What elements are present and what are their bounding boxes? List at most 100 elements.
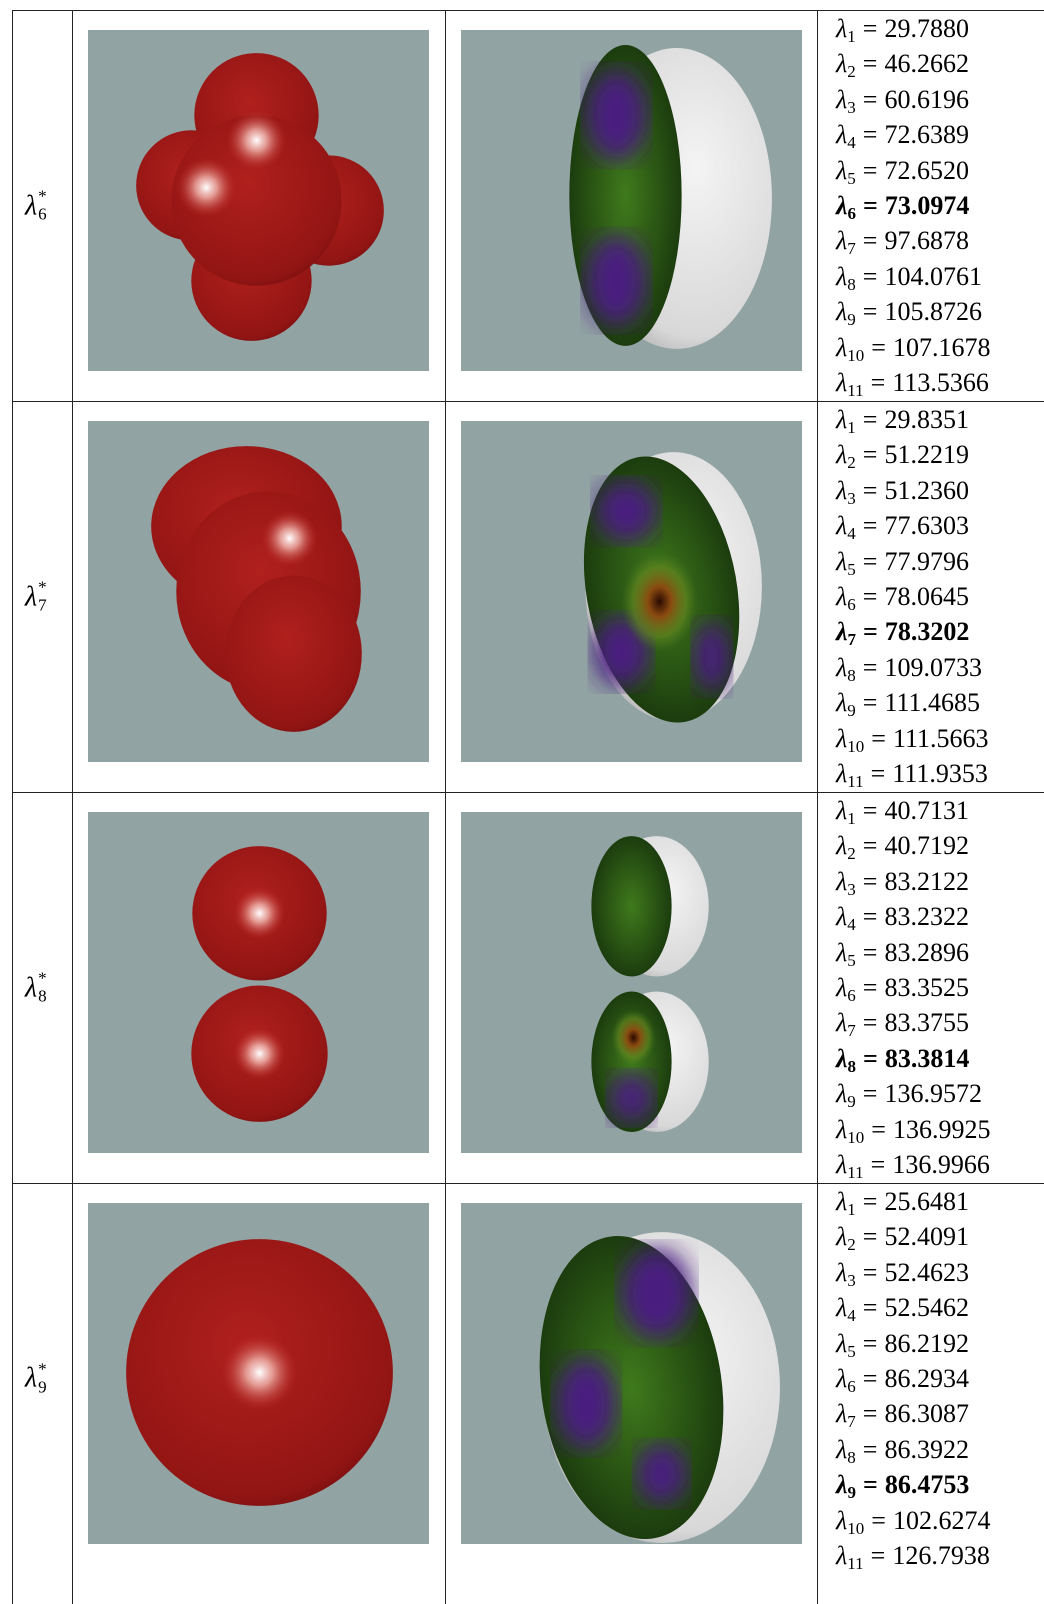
symbol: λ [836,332,848,362]
symbol: λ [836,1470,848,1500]
eigenvalue-line: λ7 = 83.3755 [836,1005,990,1040]
eigen-index: 4 [847,915,856,935]
eigen-index: 2 [847,453,856,473]
relation: = [862,14,878,43]
eigenvalue-line: λ3 = 51.2360 [836,473,989,508]
symbol: λ [25,581,38,613]
eigenvalue: 25.6481 [884,1187,969,1216]
eigen-index: 11 [847,380,864,400]
relation: = [871,723,886,753]
symbol: λ [836,1505,848,1535]
symbol: λ [836,49,848,79]
eigenvalue-line: λ2 = 52.4091 [836,1219,990,1254]
cut-image [461,1203,802,1544]
relation: = [862,1328,878,1358]
eigenvalue: 113.5366 [892,367,989,397]
symbol: λ [836,546,848,576]
eigenvalue: 109.0733 [884,652,982,682]
relation: = [862,546,878,576]
relation: = [870,758,886,788]
eigenvalue-line: λ6 = 86.2934 [836,1361,990,1396]
eigenvalue: 29.7880 [884,14,969,43]
eigenvalue: 102.6274 [892,1505,991,1535]
eigen-index: 10 [847,736,865,756]
eigenvalue: 83.2896 [884,937,969,967]
eigen-index: 6 [847,1376,856,1396]
eigen-index: 10 [847,1518,865,1538]
symbol: λ [836,1008,848,1038]
shape-image [88,30,429,371]
eigenvalue-line: λ5 = 77.9796 [836,544,989,579]
relation: = [862,511,878,541]
eigenvalue: 78.0645 [884,581,969,611]
relation: = [862,581,878,611]
eigenvalue: 83.3814 [884,1043,970,1073]
label-index: 6 [38,204,47,224]
eigen-index: 7 [847,1021,856,1041]
eigen-index: 8 [847,1056,857,1076]
relation: = [862,688,878,718]
eigenvalue: 86.2934 [884,1363,969,1393]
symbol: λ [836,1399,848,1429]
symbol: λ [836,581,848,611]
eigen-index: 10 [847,1127,865,1147]
eigen-index: 3 [847,879,856,899]
eigenvalue-line: λ11 = 126.7938 [836,1538,990,1573]
eigenvalue: 111.9353 [892,758,988,788]
symbol: λ [836,688,848,718]
relation: = [862,1399,878,1429]
eigenvalue-line: λ9 = 105.8726 [836,294,990,329]
eigen-list: λ1 = 29.7880 λ2 = 46.2662 λ3 = 60.6196 λ4 = 72.6389… [836,11,990,400]
row-label: λ * 9 [25,1359,51,1396]
eigenvalue-line: λ6 = 78.0645 [836,579,989,614]
eigenvalue-line: λ2 = 46.2662 [836,46,990,81]
eigenvalue-line: λ8 = 109.0733 [836,650,989,685]
relation: = [862,972,878,1002]
eigen-index: 1 [847,418,856,437]
symbol: λ [836,440,848,470]
eigenvalue: 97.6878 [884,226,969,256]
relation: = [862,652,878,682]
cut-image [461,421,802,762]
symbol: λ [25,190,38,222]
symbol: λ [836,831,848,861]
symbol: λ [836,1540,848,1570]
symbol: λ [836,1293,848,1323]
eigen-list: λ1 = 25.6481 λ2 = 52.4091 λ3 = 52.4623 λ4 = 52.5462… [836,1184,990,1573]
table-row: λ * 7 λ1 = 29.8351 λ2 = 51.2219 λ3 = 51.2360 λ4 = 77.… [12,401,1044,793]
label-index: 8 [38,986,47,1006]
symbol: λ [836,1434,848,1464]
eigen-cell: λ1 = 25.6481 λ2 = 52.4091 λ3 = 52.4623 λ4 = 52.5462… [817,1184,1044,1604]
relation: = [862,1222,878,1252]
cut-image [461,30,802,371]
image-cell [445,402,818,793]
symbol: λ [836,511,848,541]
relation: = [862,405,878,434]
eigenvalue: 40.7192 [884,831,969,861]
relation: = [863,1470,878,1500]
symbol: λ [836,937,848,967]
eigenvalue-line: λ5 = 83.2896 [836,935,990,970]
eigen-index: 5 [847,950,856,970]
eigen-index: 3 [847,1270,856,1290]
eigenvalue: 86.3922 [884,1434,969,1464]
eigenvalue: 72.6520 [884,155,969,185]
eigenvalue-line: λ8 = 104.0761 [836,259,990,294]
symbol: λ [836,1149,848,1179]
relation: = [862,226,878,256]
eigenvalue: 136.9966 [892,1149,990,1179]
eigen-index: 9 [847,1092,856,1112]
symbol: λ [836,617,848,647]
image-cell [445,793,818,1184]
eigenvalue-line: λ10 = 111.5663 [836,721,989,756]
eigenvalue: 83.3525 [884,972,969,1002]
image-cell [72,793,446,1184]
image-cell [72,1184,446,1604]
relation: = [862,831,878,861]
symbol: λ [836,902,848,932]
eigenvalue: 52.4091 [884,1222,969,1252]
eigenvalue: 51.2360 [884,475,969,505]
symbol: λ [836,1363,848,1393]
image-cell [445,11,818,402]
eigenvalue: 111.4685 [884,688,981,718]
